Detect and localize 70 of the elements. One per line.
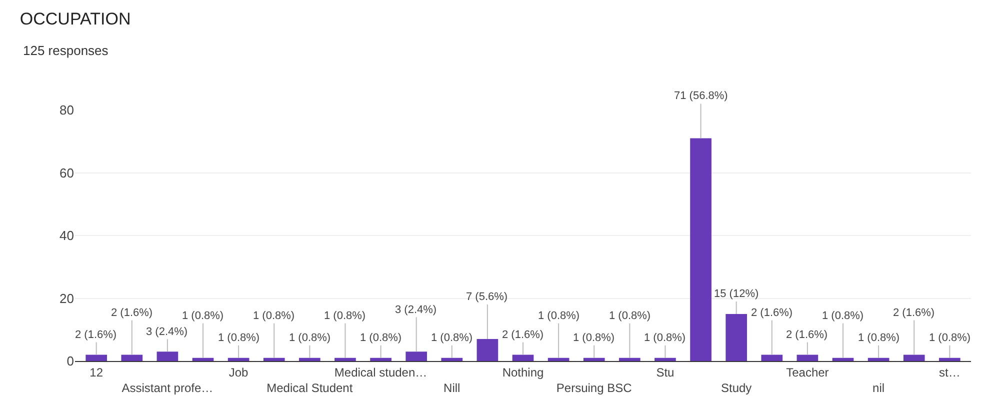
data-label: 2 (1.6%) <box>893 307 935 319</box>
bar <box>548 358 570 361</box>
data-label: 2 (1.6%) <box>751 307 793 319</box>
bar <box>832 358 854 361</box>
data-label: 1 (0.8%) <box>538 310 580 322</box>
bar <box>939 358 960 361</box>
x-tick-label: Assistant profe… <box>122 381 214 395</box>
data-label: 2 (1.6%) <box>111 307 153 319</box>
data-label: 7 (5.6%) <box>466 291 508 303</box>
bar <box>761 354 783 361</box>
bar <box>334 358 356 361</box>
bar <box>299 358 320 361</box>
bar <box>583 358 605 361</box>
data-label: 3 (2.4%) <box>146 326 188 338</box>
data-label: 1 (0.8%) <box>182 310 224 322</box>
bar <box>796 354 818 361</box>
data-label: 2 (1.6%) <box>786 329 828 341</box>
bar <box>690 138 712 361</box>
bar <box>228 358 250 361</box>
x-tick-label: Study <box>720 381 752 395</box>
data-label: 1 (0.8%) <box>253 310 295 322</box>
bar <box>406 352 427 361</box>
data-label: 15 (12%) <box>714 288 759 300</box>
data-label: 1 (0.8%) <box>822 310 864 322</box>
data-label: 2 (1.6%) <box>502 329 544 341</box>
data-label: 3 (2.4%) <box>395 304 437 316</box>
bar <box>370 358 392 361</box>
x-tick-label: Nothing <box>502 365 544 380</box>
bar <box>726 314 747 361</box>
bar <box>192 358 214 361</box>
bar <box>263 358 285 361</box>
chart-subtitle: 125 responses <box>23 43 109 58</box>
data-label: 1 (0.8%) <box>929 332 971 344</box>
y-tick-label: 0 <box>66 354 74 369</box>
x-tick-label: 12 <box>90 365 104 380</box>
bar <box>654 358 676 361</box>
x-tick-label: nil <box>872 381 885 395</box>
y-tick-label: 60 <box>60 165 74 180</box>
x-tick-label: st… <box>939 365 960 380</box>
x-tick-label: Medical Student <box>266 381 354 395</box>
chart-title: OCCUPATION <box>20 9 131 28</box>
data-label: 2 (1.6%) <box>75 329 117 341</box>
data-label: 1 (0.8%) <box>324 310 366 322</box>
data-label: 1 (0.8%) <box>218 332 260 344</box>
data-label: 1 (0.8%) <box>431 332 473 344</box>
bar <box>868 358 890 361</box>
y-tick-label: 80 <box>60 102 74 118</box>
bar <box>156 352 178 361</box>
bar <box>476 339 498 361</box>
bar <box>619 358 640 361</box>
x-tick-label: Nill <box>444 381 460 395</box>
data-label: 1 (0.8%) <box>289 332 331 344</box>
x-tick-label: Job <box>228 365 249 380</box>
data-label: 1 (0.8%) <box>644 332 686 344</box>
data-label: 71 (56.8%) <box>674 90 728 102</box>
y-tick-label: 20 <box>60 290 74 306</box>
data-label: 1 (0.8%) <box>858 332 900 344</box>
x-tick-label: Stu <box>656 365 674 380</box>
y-tick-label: 40 <box>60 228 74 244</box>
bar <box>86 354 107 361</box>
bar <box>121 354 143 361</box>
x-tick-label: Teacher <box>786 365 829 380</box>
bar <box>512 354 534 361</box>
data-label: 1 (0.8%) <box>609 310 651 322</box>
bar <box>903 354 925 361</box>
data-label: 1 (0.8%) <box>360 332 402 344</box>
bar <box>441 358 463 361</box>
x-tick-label: Medical studen… <box>334 365 428 380</box>
x-tick-label: Persuing BSC <box>556 381 632 395</box>
data-label: 1 (0.8%) <box>573 332 615 344</box>
